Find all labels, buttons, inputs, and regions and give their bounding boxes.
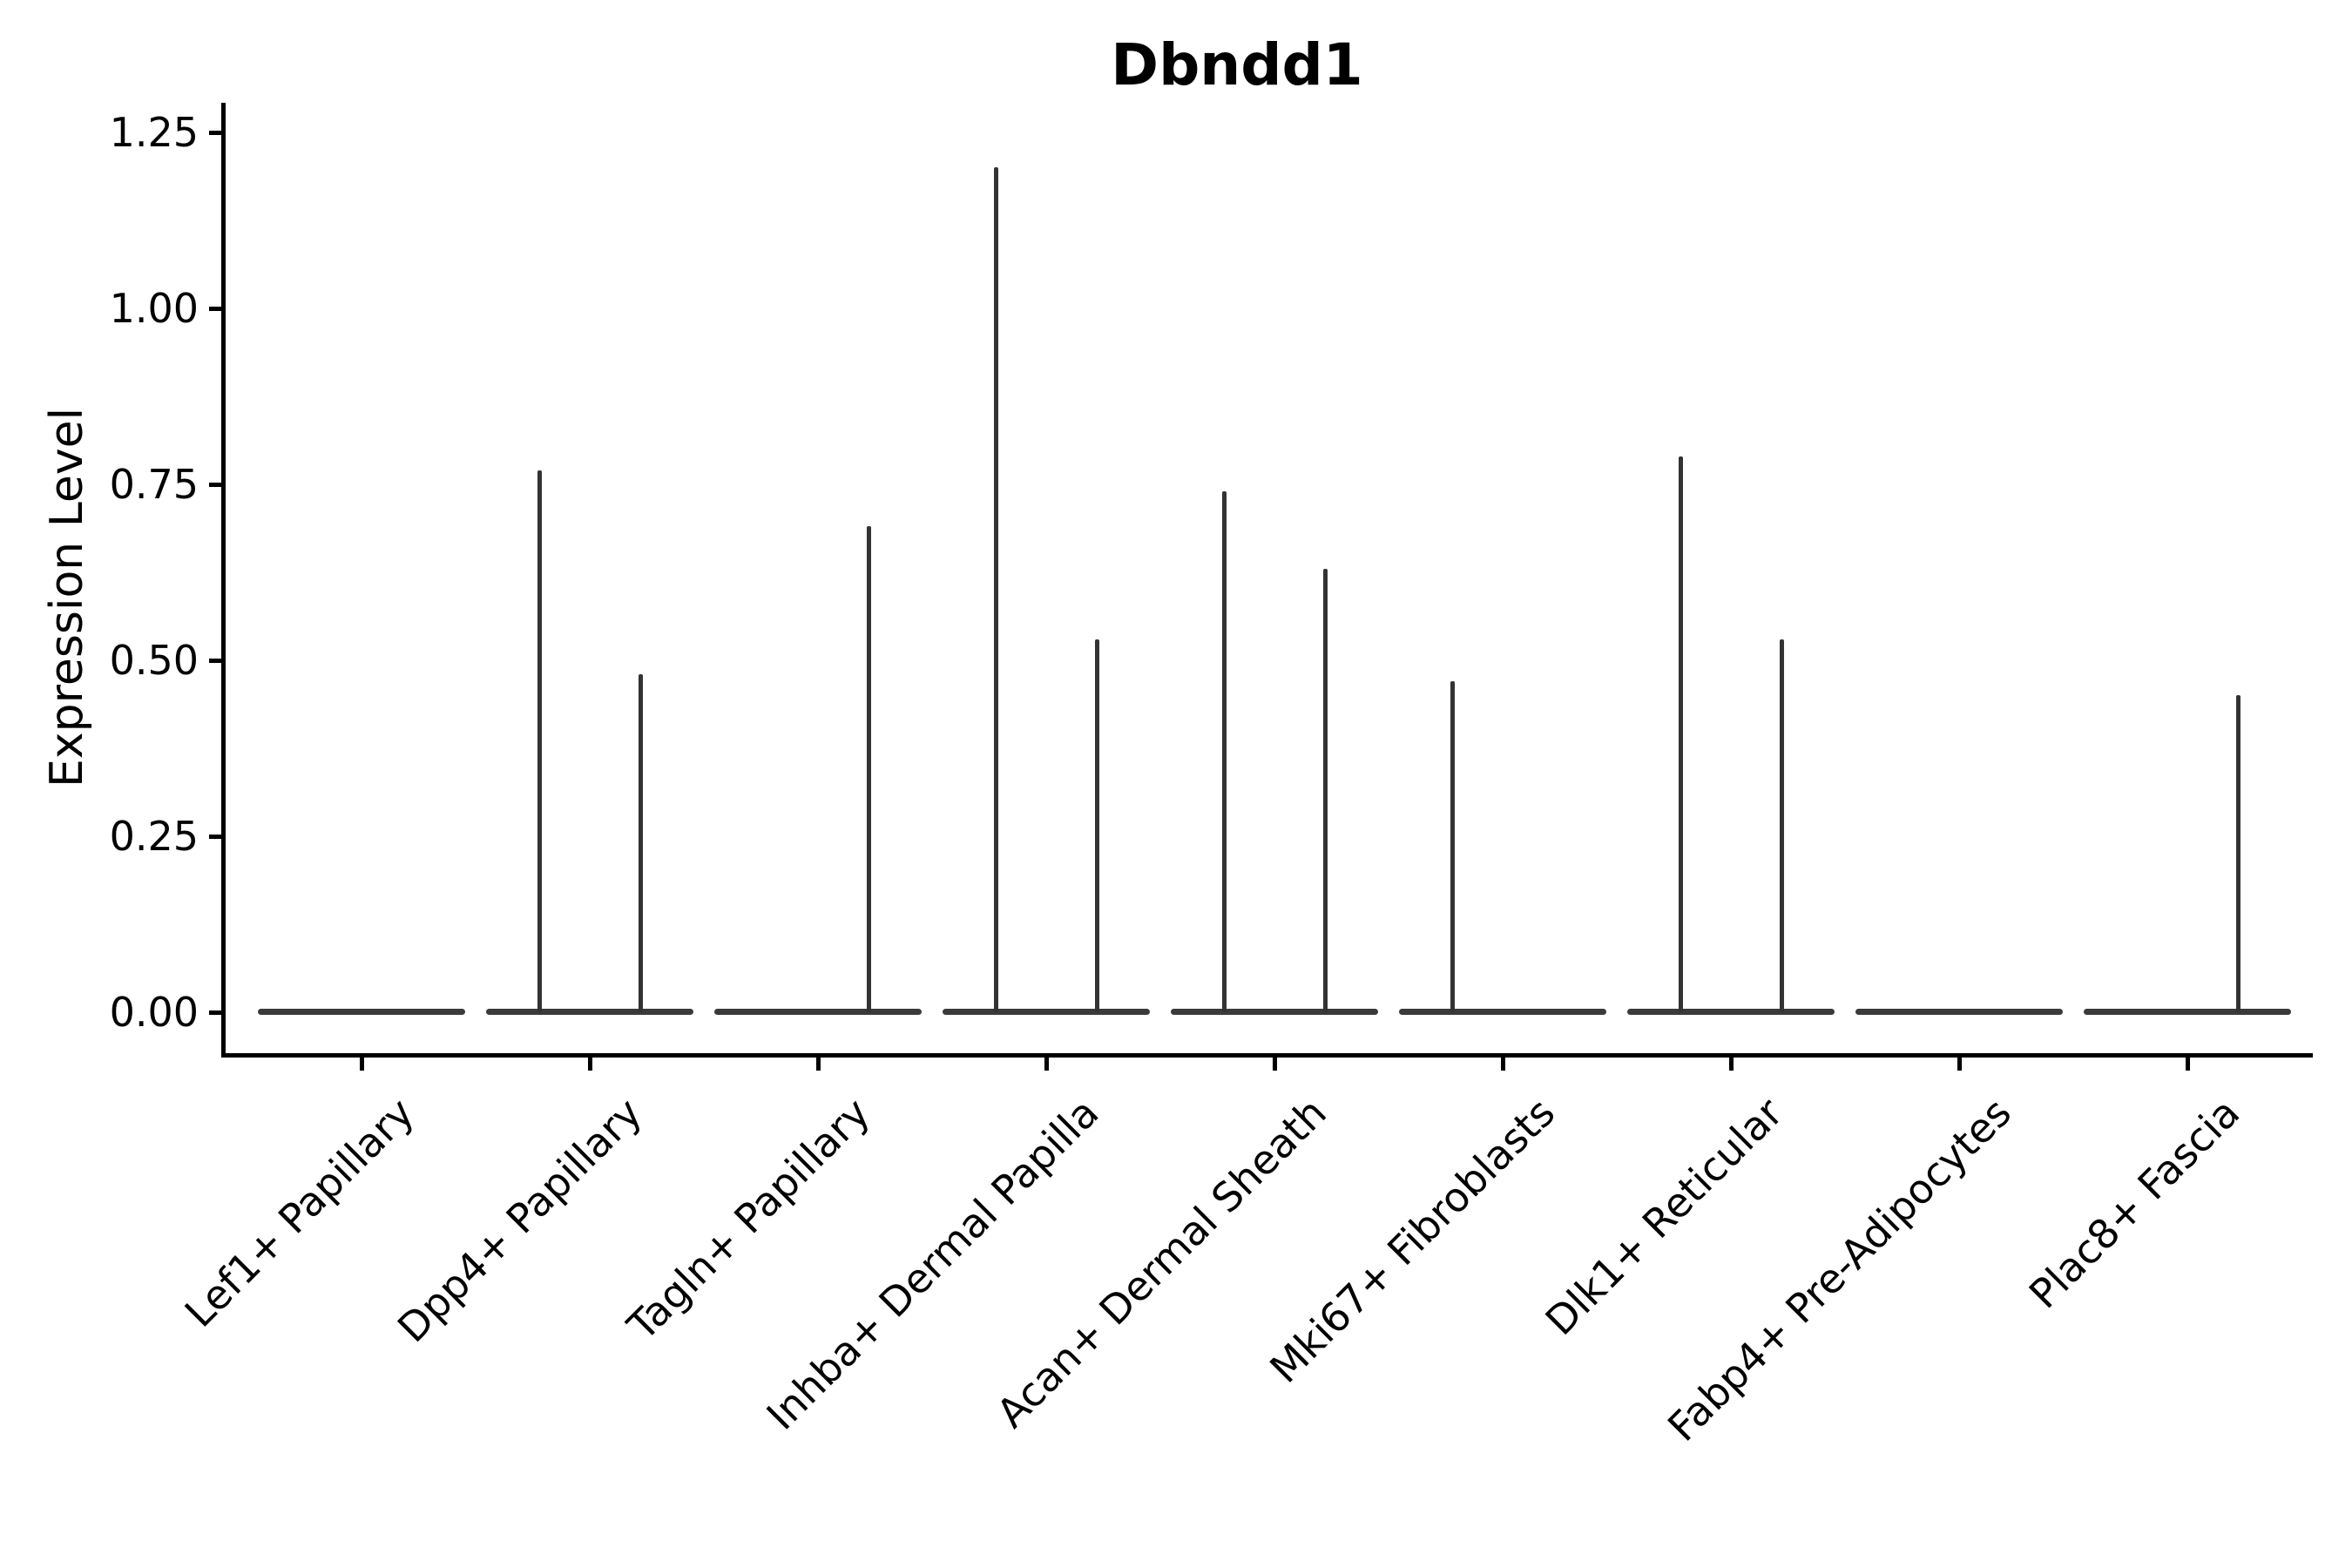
violin-needle [1221, 491, 1227, 1012]
y-axis-label: Expression Level [41, 407, 93, 788]
x-tick-mark [1957, 1055, 1962, 1071]
violin-base [1855, 1009, 2063, 1015]
y-tick-label: 0.00 [109, 989, 199, 1036]
x-tick-mark [2185, 1055, 2190, 1071]
violin-needle [1094, 639, 1099, 1012]
violin-needle [993, 167, 998, 1012]
y-tick-label: 0.25 [109, 813, 199, 860]
x-tick-mark [587, 1055, 592, 1071]
y-tick-mark [209, 130, 224, 135]
violin-base [486, 1009, 693, 1015]
y-tick-label: 1.00 [109, 285, 199, 332]
violin-base [258, 1009, 465, 1015]
y-tick-mark [209, 658, 224, 663]
violin-base [714, 1009, 922, 1015]
y-tick-label: 0.75 [109, 461, 199, 508]
y-tick-mark [209, 834, 224, 839]
x-tick-mark [359, 1055, 364, 1071]
y-tick-mark [209, 482, 224, 487]
violin-needle [866, 526, 871, 1012]
y-axis-spine [221, 103, 226, 1058]
x-tick-label: Dlk1+ Reticular [1536, 1089, 1793, 1345]
violin-base [1399, 1009, 1606, 1015]
x-tick-mark [1272, 1055, 1277, 1071]
x-tick-mark [815, 1055, 821, 1071]
chart-title: Dbndd1 [1111, 31, 1363, 98]
violin-needle [1450, 681, 1455, 1012]
x-tick-label: Tagln+ Papillary [618, 1089, 880, 1349]
x-tick-label: Dpp4+ Papillary [388, 1089, 652, 1352]
violin-needle [1322, 568, 1328, 1012]
x-tick-mark [1728, 1055, 1734, 1071]
x-axis-spine [221, 1053, 2313, 1058]
y-tick-mark [209, 306, 224, 311]
violin-base [2084, 1009, 2291, 1015]
y-tick-label: 0.50 [109, 637, 199, 684]
violin-needle [638, 674, 643, 1012]
x-tick-mark [1044, 1055, 1049, 1071]
violin-needle [2235, 695, 2240, 1012]
violin-base [943, 1009, 1150, 1015]
x-tick-label: Lef1+ Papillary [175, 1089, 423, 1336]
violin-needle [1678, 456, 1683, 1012]
y-tick-mark [209, 1010, 224, 1015]
violin-base [1627, 1009, 1835, 1015]
x-tick-mark [1500, 1055, 1505, 1071]
y-tick-label: 1.25 [109, 109, 199, 156]
x-tick-label: Plac8+ Fascia [2019, 1089, 2249, 1318]
violin-needle [1779, 639, 1784, 1012]
violin-base [1171, 1009, 1378, 1015]
violin-needle [537, 470, 542, 1012]
